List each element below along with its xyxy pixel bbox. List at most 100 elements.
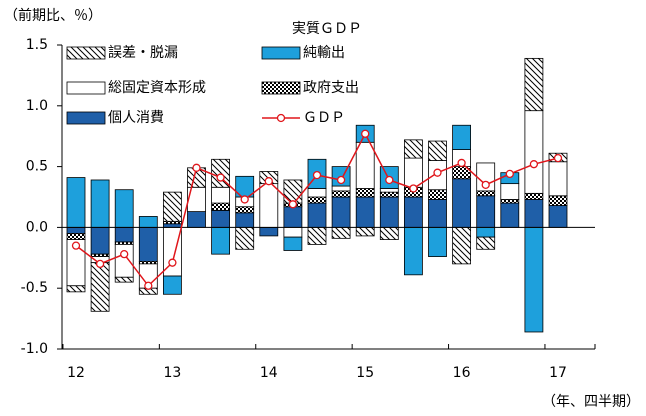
bar-segment	[403, 196, 423, 228]
bar-segment	[548, 205, 568, 228]
bar-segment	[66, 226, 86, 234]
legend-label: 政府支出	[303, 80, 359, 96]
bar-segment	[355, 188, 375, 198]
legend-swatch	[66, 46, 106, 60]
bar-segment	[452, 226, 472, 265]
bar-segment	[428, 140, 447, 161]
y-tick-label: 1.5	[26, 37, 48, 53]
gdp-point	[288, 200, 298, 209]
chart-title: 実質ＧＤＰ	[292, 21, 362, 37]
bar-segment	[331, 196, 351, 228]
bar-segment	[259, 183, 279, 228]
gdp-point	[240, 195, 249, 204]
x-tick-label: 17	[549, 365, 567, 381]
bar-segment	[476, 195, 496, 228]
bar-segment	[355, 226, 375, 237]
bar-segment	[379, 226, 399, 240]
gdp-point	[361, 129, 370, 138]
bar-segment	[114, 244, 134, 278]
gdp-point	[120, 250, 129, 259]
bar-segment	[428, 189, 447, 200]
bar-segment	[259, 226, 279, 237]
bar-segment	[524, 57, 544, 112]
bar-segment	[211, 186, 231, 204]
gdp-point	[553, 153, 563, 163]
bar-segment	[283, 226, 303, 238]
bar-segment	[162, 275, 182, 295]
y-tick-label: 1.0	[26, 98, 48, 114]
bar-segment	[452, 178, 472, 228]
bar-segment	[211, 226, 231, 255]
bar-segment	[548, 195, 568, 206]
bar-segment	[355, 196, 375, 228]
bar-segment	[331, 226, 351, 239]
x-axis-label: （年、四半期）	[542, 394, 640, 410]
legend-swatch	[261, 46, 301, 60]
gdp-point	[192, 163, 201, 172]
bar-segment	[379, 188, 399, 193]
bar-segment	[476, 236, 496, 250]
bar-segment	[114, 276, 134, 283]
bar-segment	[283, 179, 303, 204]
bar-segment	[403, 139, 423, 159]
legend-marker	[276, 113, 286, 123]
bar-segment	[235, 212, 255, 228]
gdp-point	[312, 170, 322, 180]
bar-segment	[114, 226, 134, 243]
bar-segment	[283, 236, 303, 251]
bar-segment	[500, 199, 520, 204]
bar-segment	[500, 202, 520, 228]
bar-segment	[524, 199, 544, 228]
x-tick-label: 15	[356, 365, 374, 381]
y-tick-label: 0.5	[26, 159, 48, 175]
gdp-point	[457, 158, 466, 168]
y-tick-label: -1.0	[21, 341, 48, 357]
gdp-point	[71, 241, 81, 250]
y-tick-label: -0.5	[21, 280, 48, 296]
bar-segment	[114, 189, 134, 228]
legend-swatch	[66, 111, 106, 125]
bar-segment	[379, 191, 399, 198]
gdp-point	[529, 160, 539, 169]
bar-segment	[500, 183, 520, 200]
bar-segment	[90, 262, 110, 312]
bar-segment	[476, 226, 496, 238]
legend-label: 総固定資本形成	[108, 80, 206, 96]
bar-segment	[331, 185, 351, 192]
legend-label: ＧＤＰ	[303, 110, 345, 126]
bar-segment	[524, 226, 544, 333]
bar-segment	[162, 223, 182, 228]
legend-label: 個人消費	[108, 110, 164, 126]
bar-segment	[90, 226, 110, 255]
legend-label: 純輸出	[303, 45, 345, 61]
x-tick-label: 13	[163, 365, 181, 381]
gdp-point	[336, 175, 346, 185]
gdp-point	[505, 169, 514, 179]
bar-segment	[138, 216, 158, 228]
bar-segment	[211, 209, 231, 228]
bar-segment	[66, 177, 86, 228]
bar-segment	[307, 188, 327, 198]
x-tick-label: 16	[453, 365, 471, 381]
bar-segment	[235, 226, 255, 250]
gdp-point	[216, 173, 225, 182]
bar-segment	[331, 190, 351, 198]
bar-segment	[524, 192, 544, 200]
bar-segment	[379, 196, 399, 228]
gdp-point	[385, 175, 394, 185]
gdp-point	[409, 184, 418, 193]
legend-label: 誤差・脱漏	[108, 45, 178, 61]
bar-segment	[307, 202, 327, 228]
y-axis-label: （前期比、％）	[4, 7, 102, 24]
bar-segment	[452, 124, 472, 150]
bar-segment	[355, 141, 375, 189]
gdp-point	[95, 259, 105, 269]
bar-segment	[403, 157, 423, 188]
y-tick-label: 0.0	[26, 219, 48, 235]
bar-segment	[66, 285, 86, 293]
bar-segment	[187, 211, 206, 228]
bar-segment	[90, 179, 110, 228]
bar-segment	[211, 202, 231, 211]
x-tick-label: 12	[67, 365, 85, 381]
